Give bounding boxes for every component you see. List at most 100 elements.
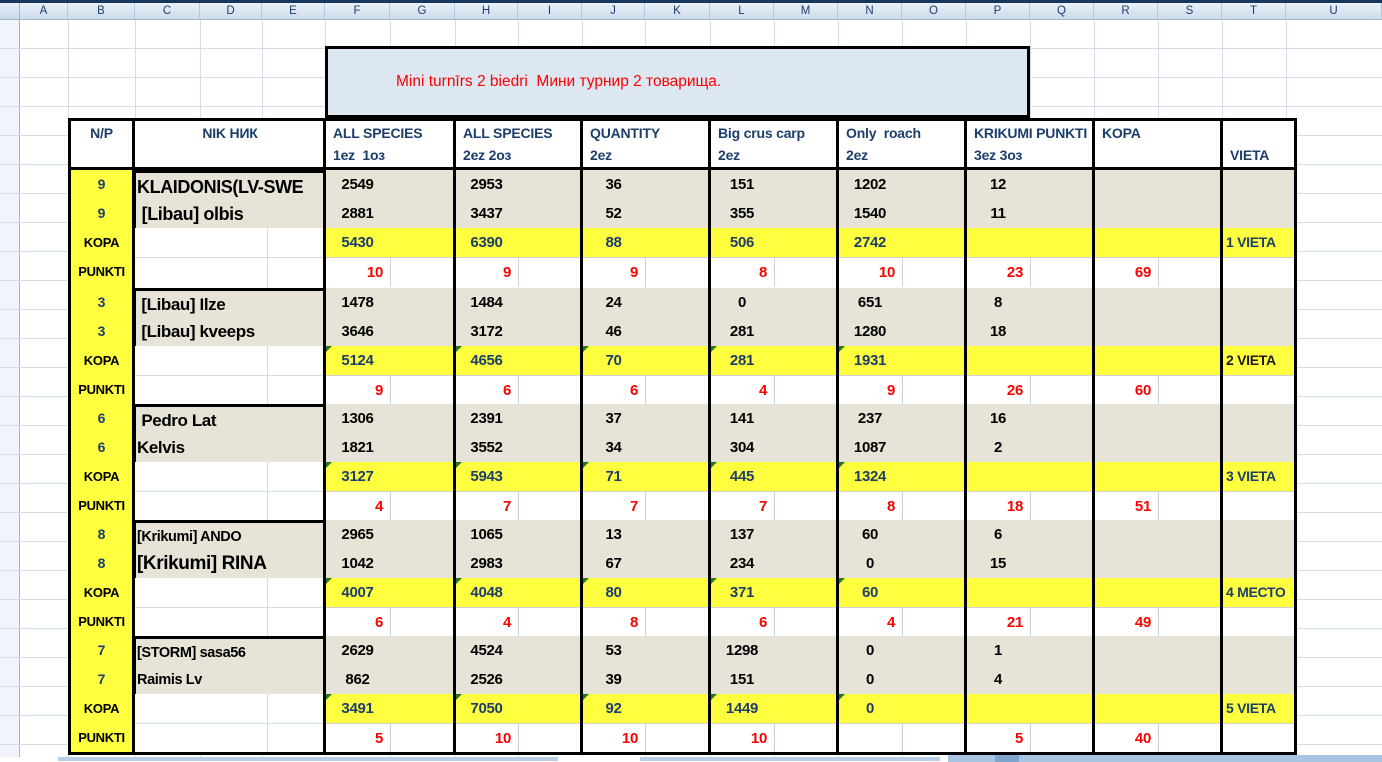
column-letter-F[interactable]: F [325, 3, 390, 20]
catch-value-cell[interactable]: 39 [582, 665, 710, 694]
column-letter-R[interactable]: R [1094, 3, 1158, 20]
catch-value-cell[interactable]: 0 [710, 288, 838, 317]
catch-value-cell[interactable]: 1065 [455, 520, 582, 549]
catch-value-cell[interactable]: 2 [966, 433, 1094, 462]
catch-value-cell[interactable]: 2549 [325, 170, 455, 199]
team-number-column[interactable]: 3 3 KOPA PUNKTI [68, 288, 135, 404]
punkti-cell[interactable]: 5 [966, 723, 1094, 753]
empty-cell[interactable] [1222, 607, 1297, 637]
empty-cells[interactable] [135, 462, 330, 520]
empty-cell[interactable] [1094, 520, 1222, 549]
empty-cell[interactable] [1094, 578, 1222, 607]
punkti-cell[interactable]: 18 [966, 491, 1094, 521]
empty-cells[interactable] [135, 578, 330, 636]
catch-value-cell[interactable]: 862 [325, 665, 455, 694]
catch-value-cell[interactable]: 36 [582, 170, 710, 199]
punkti-total-cell[interactable]: 60 [1094, 375, 1222, 405]
catch-value-cell[interactable]: 151 [710, 665, 838, 694]
catch-value-cell[interactable]: 3552 [455, 433, 582, 462]
punkti-cell[interactable]: 7 [710, 491, 838, 521]
kopa-total-cell[interactable]: 2742 [838, 228, 966, 257]
punkti-cell[interactable]: 7 [582, 491, 710, 521]
punkti-cell[interactable]: 10 [710, 723, 838, 753]
punkti-cell[interactable]: 26 [966, 375, 1094, 405]
empty-cell[interactable] [1094, 199, 1222, 228]
empty-cells[interactable] [135, 346, 330, 404]
kopa-total-cell[interactable] [966, 694, 1094, 723]
empty-cell[interactable] [1094, 462, 1222, 491]
kopa-total-cell[interactable]: 4656 [455, 346, 582, 375]
team-number-column[interactable]: 9 9 KOPA PUNKTI [68, 170, 135, 288]
catch-value-cell[interactable]: 24 [582, 288, 710, 317]
empty-cell[interactable] [1094, 228, 1222, 257]
catch-value-cell[interactable]: 16 [966, 404, 1094, 433]
catch-value-cell[interactable]: 1306 [325, 404, 455, 433]
column-letter-B[interactable]: B [68, 3, 135, 20]
kopa-total-cell[interactable]: 70 [582, 346, 710, 375]
catch-value-cell[interactable]: 0 [838, 636, 966, 665]
catch-value-cell[interactable]: 2965 [325, 520, 455, 549]
empty-cell[interactable] [1094, 665, 1222, 694]
punkti-cell[interactable]: 23 [966, 257, 1094, 287]
catch-value-cell[interactable]: 234 [710, 549, 838, 578]
player-names-cell[interactable]: KLAIDONIS(LV-SWE [Libau] olbis [133, 170, 334, 237]
kopa-total-cell[interactable]: 7050 [455, 694, 582, 723]
column-letter-L[interactable]: L [710, 3, 774, 20]
catch-value-cell[interactable]: 2983 [455, 549, 582, 578]
catch-value-cell[interactable]: 1202 [838, 170, 966, 199]
empty-cell[interactable] [1222, 723, 1297, 753]
punkti-total-cell[interactable]: 40 [1094, 723, 1222, 753]
kopa-total-cell[interactable]: 5430 [325, 228, 455, 257]
kopa-total-cell[interactable]: 371 [710, 578, 838, 607]
catch-value-cell[interactable]: 237 [838, 404, 966, 433]
column-letter-U[interactable]: U [1286, 3, 1382, 20]
kopa-total-cell[interactable]: 1931 [838, 346, 966, 375]
empty-cell[interactable] [1094, 288, 1222, 317]
player-names-cell[interactable]: [Libau] Ilze [Libau] kveeps [133, 288, 334, 355]
punkti-cell[interactable]: 10 [582, 723, 710, 753]
punkti-cell[interactable]: 4 [325, 491, 455, 521]
kopa-total-cell[interactable]: 60 [838, 578, 966, 607]
vieta-cell[interactable]: 5 VIETA [1222, 694, 1297, 723]
vieta-cell[interactable]: 1 VIETA [1222, 228, 1297, 257]
empty-cell[interactable] [1222, 404, 1297, 462]
empty-cell[interactable] [1222, 257, 1297, 287]
kopa-total-cell[interactable]: 0 [838, 694, 966, 723]
punkti-cell[interactable]: 9 [325, 375, 455, 405]
kopa-total-cell[interactable]: 281 [710, 346, 838, 375]
kopa-total-cell[interactable]: 1324 [838, 462, 966, 491]
empty-cell[interactable] [1094, 404, 1222, 433]
kopa-total-cell[interactable]: 92 [582, 694, 710, 723]
punkti-cell[interactable]: 9 [582, 257, 710, 287]
column-letter-P[interactable]: P [966, 3, 1030, 20]
column-letter-S[interactable]: S [1158, 3, 1222, 20]
catch-value-cell[interactable]: 2953 [455, 170, 582, 199]
empty-cell[interactable] [1094, 346, 1222, 375]
empty-cell[interactable] [1222, 520, 1297, 578]
empty-cell[interactable] [1094, 636, 1222, 665]
punkti-cell[interactable]: 6 [325, 607, 455, 637]
catch-value-cell[interactable]: 304 [710, 433, 838, 462]
catch-value-cell[interactable]: 67 [582, 549, 710, 578]
catch-value-cell[interactable]: 37 [582, 404, 710, 433]
catch-value-cell[interactable]: 53 [582, 636, 710, 665]
catch-value-cell[interactable]: 355 [710, 199, 838, 228]
punkti-cell[interactable]: 4 [838, 607, 966, 637]
catch-value-cell[interactable]: 60 [838, 520, 966, 549]
punkti-cell[interactable]: 6 [582, 375, 710, 405]
kopa-total-cell[interactable]: 80 [582, 578, 710, 607]
punkti-cell[interactable]: 21 [966, 607, 1094, 637]
select-all-corner[interactable] [0, 3, 20, 20]
punkti-cell[interactable]: 5 [325, 723, 455, 753]
catch-value-cell[interactable]: 6 [966, 520, 1094, 549]
empty-cell[interactable] [1094, 317, 1222, 346]
punkti-cell[interactable]: 9 [838, 375, 966, 405]
catch-value-cell[interactable]: 13 [582, 520, 710, 549]
column-letter-T[interactable]: T [1222, 3, 1286, 20]
punkti-cell[interactable]: 8 [582, 607, 710, 637]
column-letter-O[interactable]: O [902, 3, 966, 20]
catch-value-cell[interactable]: 3646 [325, 317, 455, 346]
vieta-cell[interactable]: 4 МЕСТО [1222, 578, 1297, 607]
column-letter-D[interactable]: D [200, 3, 262, 20]
catch-value-cell[interactable]: 1484 [455, 288, 582, 317]
